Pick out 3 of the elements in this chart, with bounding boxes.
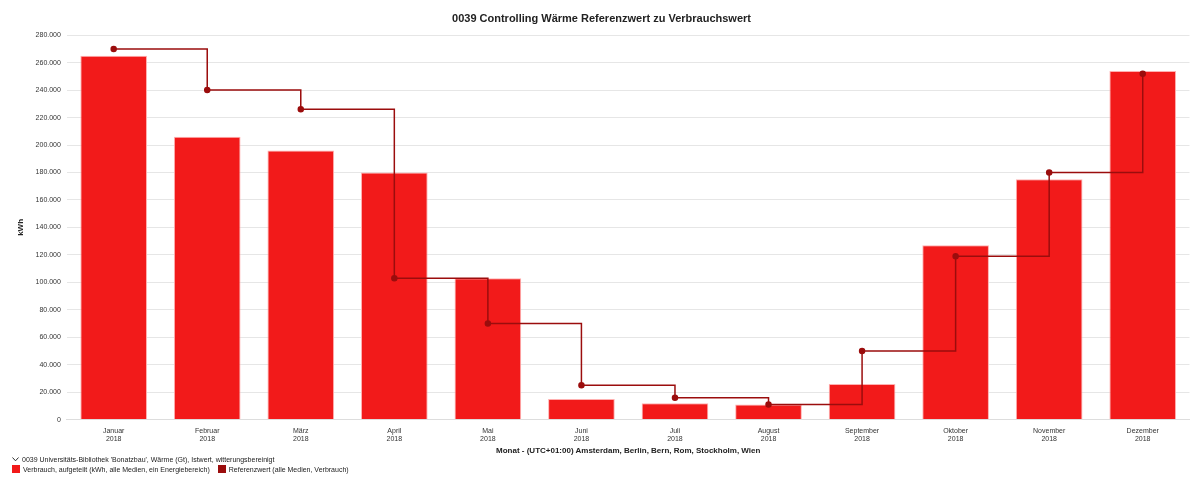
x-axis-title: Monat - (UTC+01:00) Amsterdam, Berlin, Bern, Rom, Stockholm, Wien	[496, 446, 761, 456]
chart-title: 0039 Controlling Wärme Referenzwert zu Verbrauchswert	[452, 11, 752, 24]
y-axis-title: kWh	[16, 218, 25, 236]
